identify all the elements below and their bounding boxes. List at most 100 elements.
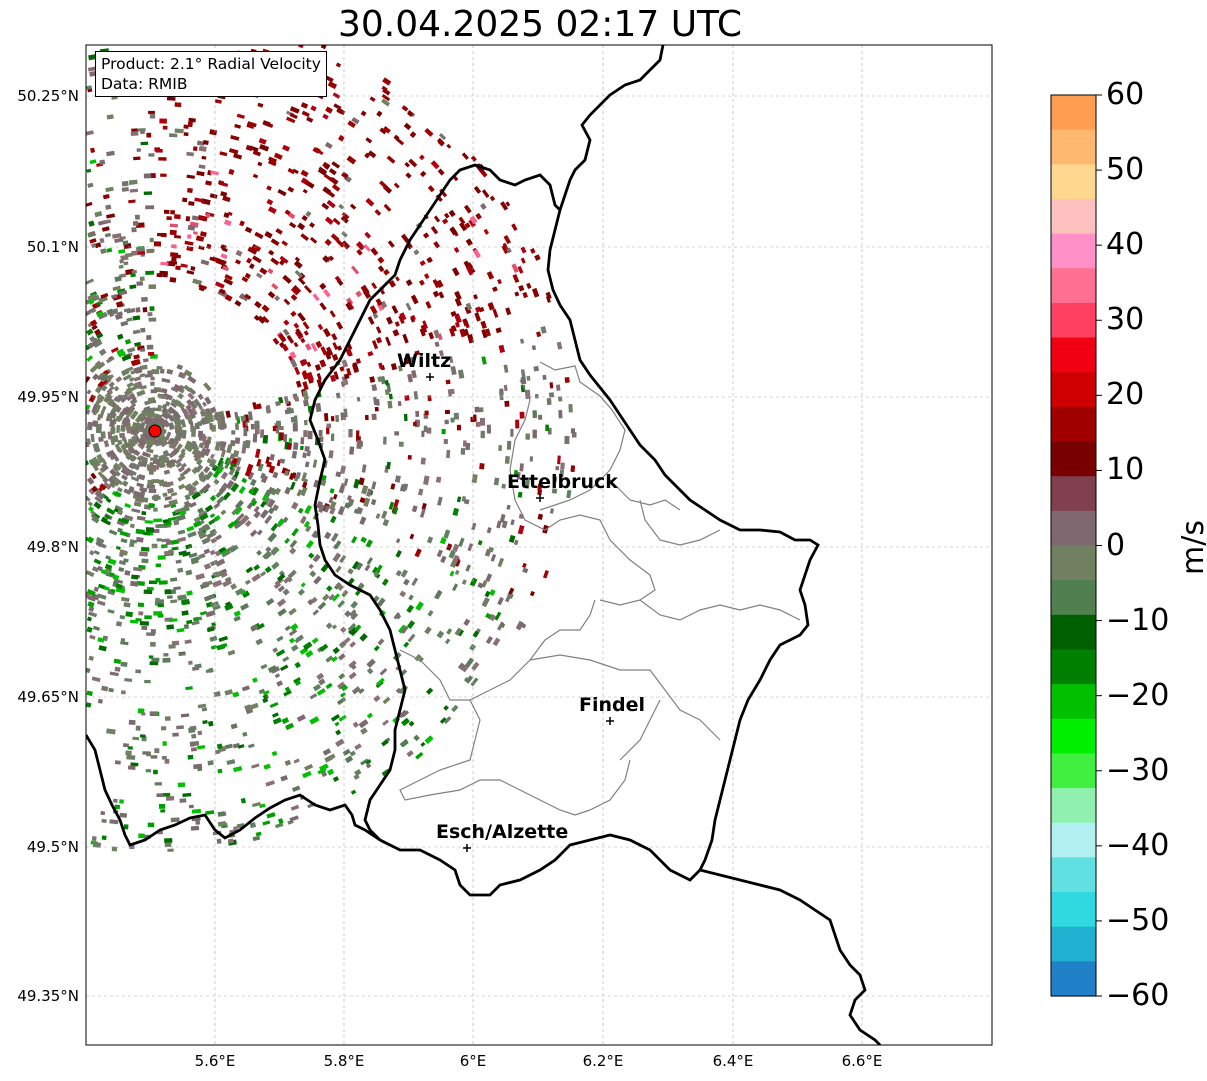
velocity-bin bbox=[288, 472, 295, 481]
velocity-bin bbox=[272, 717, 282, 725]
velocity-bin bbox=[98, 297, 105, 304]
velocity-bin bbox=[463, 204, 472, 214]
velocity-bin bbox=[304, 445, 310, 452]
velocity-bin bbox=[506, 247, 512, 254]
velocity-bin bbox=[332, 92, 341, 99]
velocity-bin bbox=[107, 609, 115, 614]
velocity-bin bbox=[365, 759, 372, 765]
velocity-bin bbox=[223, 219, 232, 227]
velocity-bin bbox=[182, 197, 188, 203]
velocity-bin bbox=[457, 369, 465, 379]
velocity-bin bbox=[471, 522, 477, 531]
velocity-bin bbox=[382, 696, 391, 705]
velocity-bin bbox=[171, 447, 180, 456]
velocity-bin bbox=[221, 441, 227, 447]
velocity-bin bbox=[564, 376, 570, 383]
velocity-bin bbox=[88, 394, 96, 403]
velocity-bin bbox=[132, 490, 141, 497]
velocity-bin bbox=[265, 780, 275, 787]
velocity-bin bbox=[324, 531, 332, 540]
velocity-bin bbox=[102, 481, 112, 490]
velocity-bin bbox=[144, 520, 153, 524]
velocity-bin bbox=[398, 315, 405, 325]
velocity-bin bbox=[350, 265, 360, 275]
velocity-bin bbox=[123, 388, 133, 397]
velocity-bin bbox=[176, 514, 186, 522]
velocity-bin bbox=[128, 719, 136, 725]
velocity-bin bbox=[269, 453, 275, 461]
velocity-bin bbox=[223, 212, 230, 219]
velocity-bin bbox=[110, 347, 119, 354]
velocity-bin bbox=[86, 389, 92, 395]
velocity-bin bbox=[324, 755, 333, 763]
velocity-bin bbox=[212, 604, 221, 611]
velocity-bin bbox=[421, 502, 427, 510]
velocity-bin bbox=[121, 180, 129, 187]
velocity-bin bbox=[86, 328, 94, 336]
velocity-bin bbox=[481, 356, 487, 365]
velocity-bin bbox=[335, 738, 345, 748]
colorbar-segment bbox=[1051, 476, 1096, 512]
velocity-bin bbox=[289, 481, 296, 491]
velocity-bin bbox=[114, 804, 121, 810]
colorbar-segment bbox=[1051, 580, 1096, 616]
velocity-bin bbox=[195, 819, 201, 825]
velocity-bin bbox=[141, 511, 147, 516]
velocity-bin bbox=[158, 599, 165, 604]
colorbar-tick-label: −50 bbox=[1106, 902, 1170, 938]
velocity-bin bbox=[173, 384, 182, 391]
velocity-bin bbox=[166, 412, 175, 422]
velocity-bin bbox=[187, 224, 196, 231]
velocity-bin bbox=[357, 507, 364, 515]
velocity-bin bbox=[140, 364, 148, 371]
velocity-bin bbox=[234, 506, 243, 515]
colorbar-tick-label: −30 bbox=[1106, 752, 1170, 788]
colorbar-segment bbox=[1051, 614, 1096, 651]
velocity-bin bbox=[189, 407, 198, 417]
velocity-bin bbox=[217, 811, 225, 817]
velocity-bin bbox=[401, 105, 409, 112]
velocity-bin bbox=[258, 137, 267, 145]
velocity-bin bbox=[413, 734, 420, 742]
velocity-bin bbox=[168, 440, 176, 449]
velocity-bin bbox=[288, 438, 293, 443]
velocity-bin bbox=[463, 618, 471, 627]
velocity-bin bbox=[111, 452, 120, 462]
velocity-bin bbox=[237, 744, 245, 749]
velocity-bin bbox=[434, 589, 442, 600]
velocity-bin bbox=[183, 369, 193, 378]
velocity-bin bbox=[150, 389, 157, 394]
velocity-bin bbox=[170, 817, 180, 823]
velocity-bin bbox=[170, 244, 177, 249]
velocity-bin bbox=[95, 310, 104, 318]
velocity-bin bbox=[485, 328, 491, 337]
velocity-bin bbox=[218, 546, 227, 553]
velocity-bin bbox=[197, 421, 203, 427]
velocity-bin bbox=[321, 202, 330, 210]
velocity-bin bbox=[335, 729, 342, 736]
velocity-bin bbox=[244, 272, 251, 279]
velocity-bin bbox=[220, 253, 228, 260]
velocity-bin bbox=[179, 384, 185, 390]
velocity-bin bbox=[411, 577, 419, 587]
velocity-bin bbox=[222, 491, 231, 501]
velocity-bin bbox=[284, 625, 291, 632]
velocity-bin bbox=[96, 593, 107, 600]
velocity-bin bbox=[319, 763, 329, 772]
velocity-bin bbox=[90, 294, 100, 303]
velocity-bin bbox=[199, 513, 209, 522]
velocity-bin bbox=[198, 245, 205, 251]
velocity-bin bbox=[97, 583, 106, 590]
velocity-bin bbox=[162, 519, 170, 523]
velocity-bin bbox=[93, 558, 102, 565]
velocity-bin bbox=[96, 565, 103, 572]
velocity-bin bbox=[259, 267, 268, 275]
velocity-bin bbox=[93, 501, 102, 510]
velocity-bin bbox=[262, 550, 272, 560]
velocity-bin bbox=[230, 482, 240, 493]
velocity-bin bbox=[176, 628, 185, 633]
velocity-bin bbox=[322, 255, 330, 263]
velocity-bin bbox=[252, 835, 261, 842]
velocity-bin bbox=[222, 579, 233, 588]
velocity-bin bbox=[513, 539, 519, 546]
